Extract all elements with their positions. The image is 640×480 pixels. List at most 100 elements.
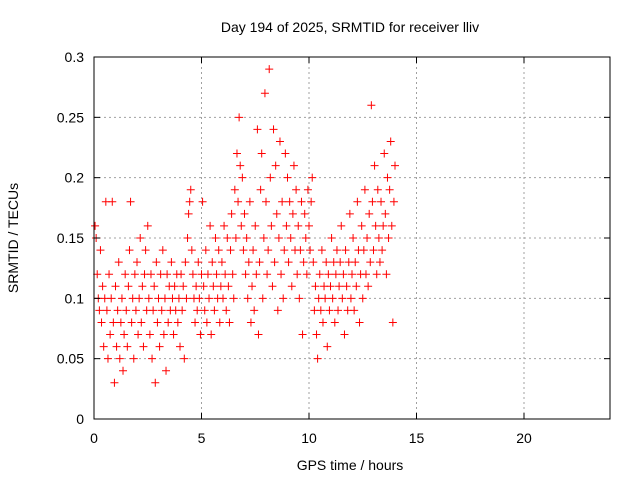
data-point (363, 234, 372, 242)
data-point (217, 258, 226, 267)
data-point (367, 101, 376, 110)
data-point (389, 197, 398, 206)
data-point (153, 318, 162, 327)
data-point (342, 282, 351, 291)
data-point (196, 330, 205, 339)
data-point (374, 234, 383, 242)
x-tick-label: 5 (198, 430, 206, 446)
data-point (251, 221, 260, 230)
data-point (108, 197, 117, 206)
data-point (303, 185, 312, 194)
data-point (169, 330, 178, 339)
data-point (231, 234, 240, 242)
data-point (134, 330, 143, 339)
data-point (113, 306, 122, 315)
data-point (361, 270, 370, 279)
data-point (252, 270, 261, 279)
data-point (336, 258, 345, 267)
data-point (369, 246, 378, 255)
data-point (345, 209, 354, 218)
data-point (245, 197, 254, 206)
data-point (316, 306, 325, 315)
data-point (178, 306, 187, 315)
data-point (295, 294, 304, 303)
data-point (126, 197, 135, 206)
data-point (129, 354, 138, 363)
data-point (185, 197, 194, 206)
data-point (124, 282, 133, 291)
data-point (102, 306, 111, 315)
data-point (208, 258, 217, 267)
data-point (375, 258, 384, 267)
x-tick-label: 10 (301, 430, 317, 446)
data-point (322, 258, 331, 267)
data-point (383, 173, 392, 182)
data-point (323, 342, 332, 351)
data-point (268, 282, 277, 291)
data-point (201, 246, 210, 255)
data-point (246, 318, 255, 327)
data-point (370, 161, 379, 170)
data-point (262, 197, 270, 206)
x-tick-label: 0 (90, 430, 98, 446)
data-point (119, 366, 128, 375)
data-point (96, 246, 105, 255)
data-point (339, 270, 348, 279)
data-point (309, 258, 318, 267)
data-point (139, 342, 148, 351)
x-tick-label: 20 (516, 430, 532, 446)
data-point (371, 221, 380, 230)
data-point (99, 342, 108, 351)
data-point (341, 246, 350, 255)
data-point (238, 173, 247, 182)
y-tick-label: 0.1 (65, 290, 85, 306)
data-point (326, 282, 335, 291)
data-point (176, 342, 184, 351)
data-point (191, 318, 200, 327)
data-point (133, 258, 141, 267)
data-point (379, 221, 388, 230)
data-point (199, 282, 208, 291)
data-point (365, 209, 374, 218)
data-point (136, 234, 145, 242)
data-point (146, 270, 155, 279)
data-point (296, 246, 305, 255)
data-point (265, 65, 274, 74)
data-point (270, 258, 279, 267)
data-point (236, 161, 245, 170)
data-point (386, 137, 395, 146)
data-point (229, 294, 238, 303)
data-point (239, 246, 248, 255)
data-point (260, 89, 269, 98)
data-point (355, 318, 364, 327)
data-point (95, 306, 104, 315)
data-point (167, 258, 176, 267)
data-point (279, 294, 288, 303)
data-point (164, 318, 173, 327)
data-point (192, 282, 201, 291)
data-point (287, 282, 296, 291)
data-point (216, 282, 225, 291)
data-point (286, 234, 295, 242)
data-point (121, 270, 130, 279)
y-tick-label: 0.3 (65, 49, 85, 65)
data-point (110, 378, 119, 387)
data-point (163, 270, 172, 279)
y-axis-ticks: 0 0.05 0.1 0.15 0.2 0.25 0.3 (57, 49, 610, 427)
data-point (271, 161, 280, 170)
data-point (137, 318, 146, 327)
data-point (120, 330, 129, 339)
data-point (158, 246, 167, 255)
data-point (207, 330, 216, 339)
data-point (209, 282, 218, 291)
y-axis-label: SRMTID / TECUs (5, 183, 21, 293)
data-point (224, 282, 233, 291)
data-point (257, 149, 266, 158)
data-point (180, 354, 189, 363)
data-point (220, 221, 229, 230)
data-point (360, 185, 369, 194)
data-point (318, 318, 327, 327)
data-point (177, 270, 186, 279)
data-point (267, 221, 276, 230)
data-point (366, 258, 375, 267)
